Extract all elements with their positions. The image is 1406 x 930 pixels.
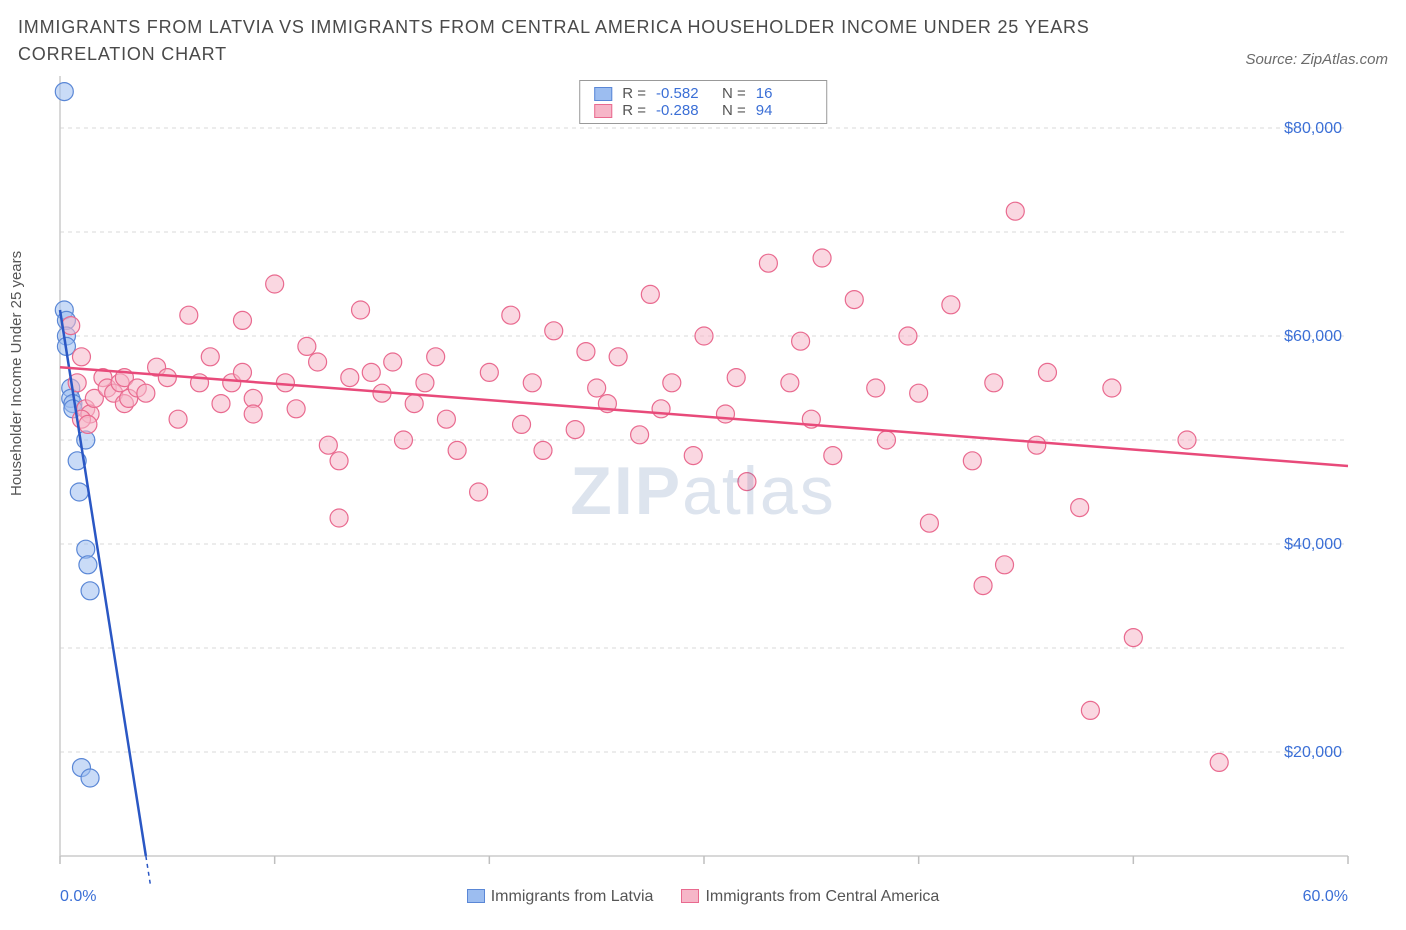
legend-row-central-america: R =-0.288 N =94 <box>594 102 812 119</box>
correlation-legend: R =-0.582 N =16 R =-0.288 N =94 <box>579 80 827 124</box>
legend-item-latvia: Immigrants from Latvia <box>467 888 654 906</box>
x-axis-end: 60.0% <box>1303 888 1348 906</box>
svg-text:$40,000: $40,000 <box>1284 536 1342 553</box>
plot-svg: $20,000 $40,000 $60,000 $80,000 <box>18 76 1388 886</box>
svg-text:$20,000: $20,000 <box>1284 744 1342 761</box>
svg-text:$60,000: $60,000 <box>1284 328 1342 345</box>
source-credit: Source: ZipAtlas.com <box>1245 51 1388 68</box>
legend-item-central-america: Immigrants from Central America <box>681 888 939 906</box>
scatter-chart: ZIPatlas Householder Income Under 25 yea… <box>18 76 1388 906</box>
y-axis-label: Householder Income Under 25 years <box>8 251 25 496</box>
series-legend: 0.0% Immigrants from Latvia Immigrants f… <box>18 888 1388 906</box>
chart-title: IMMIGRANTS FROM LATVIA VS IMMIGRANTS FRO… <box>18 14 1168 68</box>
svg-text:$80,000: $80,000 <box>1284 120 1342 137</box>
x-axis-start: 0.0% <box>60 888 96 906</box>
legend-row-latvia: R =-0.582 N =16 <box>594 85 812 102</box>
